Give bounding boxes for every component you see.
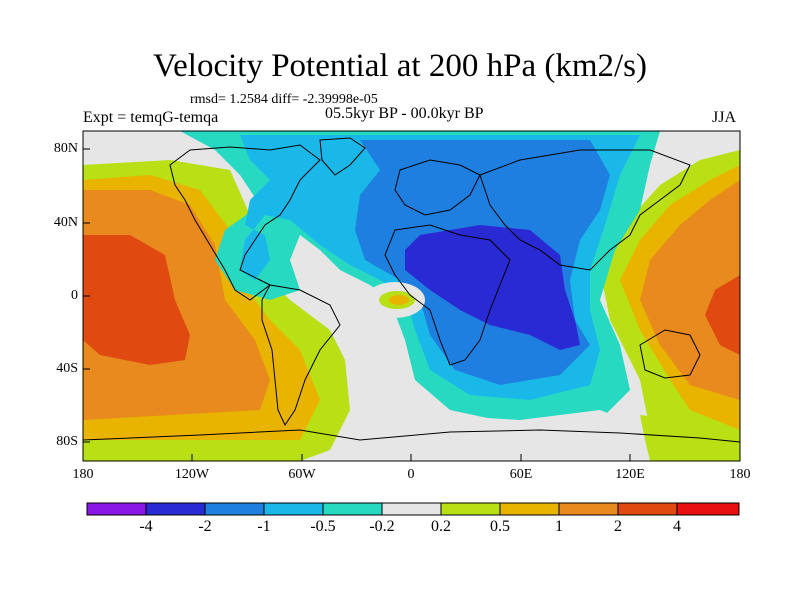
colorbar-swatch-6 [440, 502, 501, 516]
colorbar-label-neg2: -2 [198, 518, 212, 535]
contour-1-east [640, 180, 740, 400]
colorbar-swatch-3 [263, 502, 324, 516]
period-label: 05.5kyr BP - 00.0kyr BP [325, 105, 484, 122]
xtick-label-120w: 120W [174, 467, 210, 482]
plot-title: Velocity Potential at 200 hPa (km2/s) [152, 48, 648, 84]
colorbar-label-neg0p2: -0.2 [369, 518, 395, 535]
coast-antarctica [83, 429, 740, 443]
contour-neg2 [405, 225, 580, 350]
contour-2-east [705, 275, 740, 355]
coast-north-america [169, 144, 321, 301]
stats-text: rmsd= 1.2584 diff= -2.39998e-05 [190, 92, 378, 107]
island-1 [389, 295, 409, 305]
colorbar-swatch-1 [145, 502, 206, 516]
coastlines [83, 137, 740, 443]
colorbar-swatch-7 [499, 502, 560, 516]
season-label: JJA [712, 109, 737, 126]
coast-greenland [319, 137, 366, 176]
colorbar-label-4: 4 [673, 518, 681, 535]
colorbar-label-0p5: 0.5 [490, 518, 510, 535]
colorbar-label-0p2: 0.2 [431, 518, 451, 535]
coast-south-america [261, 284, 341, 427]
xtick-label-180w: 180 [72, 467, 94, 482]
ytick-label-80s: 80S [56, 434, 78, 449]
colorbar-swatch-5 [381, 502, 442, 516]
xtick-label-0: 0 [407, 467, 415, 482]
coast-asia [479, 149, 691, 271]
contour-0p5-south [640, 415, 700, 461]
colorbar-label-neg4: -4 [139, 518, 153, 535]
xtick-label-180e: 180 [729, 467, 751, 482]
contour-0p2-south [370, 410, 660, 461]
colorbar-swatch-2 [204, 502, 265, 516]
coast-australia [639, 329, 701, 379]
ytick-label-80n: 80N [53, 141, 78, 156]
xtick-label-60e: 60E [509, 467, 533, 482]
colorbar-swatch-4 [322, 502, 383, 516]
colorbar [86, 502, 740, 516]
experiment-label: Expt = temqG-temqa [83, 109, 219, 126]
coast-europe [394, 159, 481, 216]
colorbar-label-neg1: -1 [257, 518, 271, 535]
colorbar-label-neg0p5: -0.5 [310, 518, 336, 535]
colorbar-label-2: 2 [614, 518, 622, 535]
contour-2-west [83, 235, 190, 365]
colorbar-swatch-9 [617, 502, 678, 516]
coast-africa [384, 224, 511, 366]
colorbar-swatch-10 [676, 502, 740, 516]
colorbar-swatch-0 [86, 502, 147, 516]
axis-ticks [83, 148, 631, 461]
ytick-label-0: 0 [71, 288, 78, 303]
xtick-label-120e: 120E [615, 467, 645, 482]
ytick-label-40n: 40N [53, 215, 78, 230]
colorbar-label-1: 1 [555, 518, 563, 535]
colorbar-swatch-8 [558, 502, 619, 516]
xtick-label-60w: 60W [288, 467, 316, 482]
ytick-label-40s: 40S [56, 361, 78, 376]
